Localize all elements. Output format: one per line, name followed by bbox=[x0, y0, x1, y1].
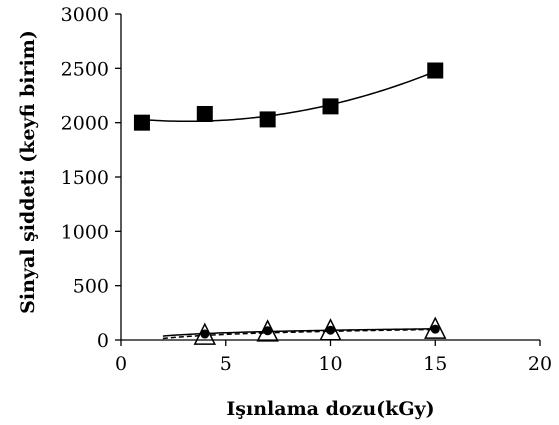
y-tick-label: 2500 bbox=[61, 58, 109, 80]
x-ticks: 0 5 10 15 20 bbox=[115, 340, 552, 375]
data-point-s3-3 bbox=[319, 318, 342, 341]
y-axis-title: Sinyal şiddeti (keyfi birim) bbox=[17, 30, 39, 314]
y-tick-label: 1000 bbox=[61, 221, 109, 243]
data-point-s3-1 bbox=[193, 322, 217, 345]
data-point-s1-3 bbox=[259, 111, 276, 128]
axes bbox=[120, 14, 540, 341]
x-tick-label: 0 bbox=[115, 353, 127, 375]
data-point-s2-1 bbox=[200, 329, 210, 339]
data-point-s2-2 bbox=[263, 326, 273, 336]
x-tick-label: 5 bbox=[220, 353, 232, 375]
trendline-series-1 bbox=[141, 70, 436, 123]
data-point-s2-3 bbox=[326, 325, 335, 335]
data-point-s1-2 bbox=[196, 105, 213, 122]
y-tick-label: 0 bbox=[97, 330, 109, 352]
y-tick-label: 500 bbox=[73, 276, 109, 298]
x-tick-label: 10 bbox=[318, 353, 342, 375]
y-tick-label: 2000 bbox=[61, 113, 109, 135]
data-point-s1-1 bbox=[133, 114, 150, 131]
x-tick-label: 15 bbox=[423, 353, 447, 375]
trendlines bbox=[141, 70, 436, 340]
data-point-s3-4 bbox=[424, 316, 447, 339]
data-point-s2-4 bbox=[430, 324, 440, 334]
data-point-s1-4 bbox=[322, 98, 339, 115]
data-point-s1-5 bbox=[427, 62, 444, 79]
x-tick-label: 20 bbox=[528, 353, 552, 375]
data-point-s3-2 bbox=[256, 319, 279, 342]
x-axis-title: Işınlama dozu(kGy) bbox=[226, 398, 434, 420]
markers bbox=[133, 62, 447, 345]
y-tick-label: 1500 bbox=[61, 167, 109, 189]
trendline-series-3 bbox=[162, 328, 436, 340]
y-tick-label: 3000 bbox=[61, 4, 109, 26]
y-ticks: 0 500 1000 1500 2000 2500 3000 bbox=[61, 4, 121, 352]
